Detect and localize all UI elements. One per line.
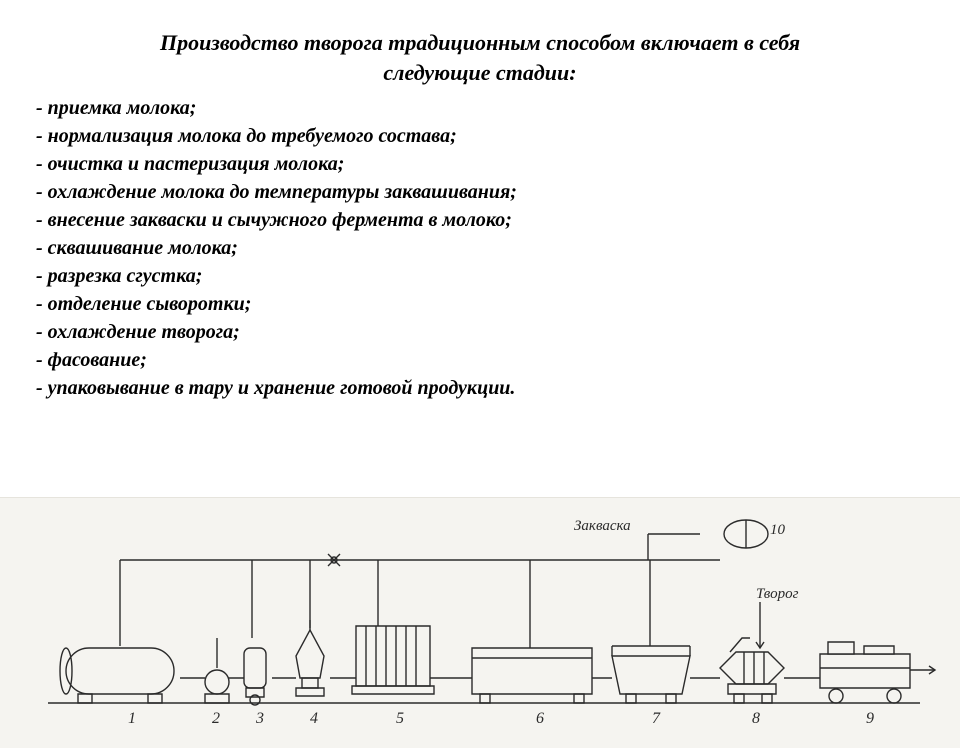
eq-num: 7	[652, 710, 660, 728]
stage-item: - охлаждение молока до температуры заква…	[36, 179, 924, 206]
title-line-1: Производство творога традиционным способ…	[160, 30, 800, 55]
label-zakvaska: Закваска	[574, 518, 631, 535]
title-line-2: следующие стадии:	[383, 60, 576, 85]
equipment-vat-6	[472, 648, 592, 703]
equipment-press-7	[612, 646, 690, 703]
eq-num: 1	[128, 710, 136, 728]
stage-item: - фасование;	[36, 347, 924, 374]
stages-list: - приемка молока; - нормализация молока …	[36, 95, 924, 402]
eq-num: 8	[752, 710, 760, 728]
eq-num: 9	[866, 710, 874, 728]
stage-item: - очистка и пастеризация молока;	[36, 151, 924, 178]
eq-num: 3	[256, 710, 264, 728]
equipment-packer-9	[820, 642, 910, 703]
eq-num: 4	[310, 710, 318, 728]
eq-num: 2	[212, 710, 220, 728]
stage-item: - разрезка сгустка;	[36, 263, 924, 290]
equipment-tank-1	[60, 648, 174, 703]
stage-item: - нормализация молока до требуемого сост…	[36, 123, 924, 150]
equipment-balance-3	[244, 648, 266, 705]
stage-item: - упаковывание в тару и хранение готовой…	[36, 375, 924, 402]
stage-item: - внесение закваски и сычужного фермента…	[36, 207, 924, 234]
stage-item: - охлаждение творога;	[36, 319, 924, 346]
eq-num: 5	[396, 710, 404, 728]
equipment-pump-2	[205, 638, 229, 703]
stage-item: - сквашивание молока;	[36, 235, 924, 262]
equipment-phe-5	[352, 626, 434, 694]
diagram-svg	[0, 498, 960, 748]
equipment-separator-4	[296, 620, 324, 696]
eq-num: 6	[536, 710, 544, 728]
equipment-cooler-8	[720, 638, 784, 703]
equipment-starter-10	[724, 520, 768, 548]
stage-item: - отделение сыворотки;	[36, 291, 924, 318]
page-title: Производство творога традиционным способ…	[60, 28, 900, 87]
label-tvorog: Творог	[756, 586, 798, 603]
label-ten: 10	[770, 522, 785, 539]
process-diagram: Закваска Творог 10	[0, 497, 960, 748]
stage-item: - приемка молока;	[36, 95, 924, 122]
